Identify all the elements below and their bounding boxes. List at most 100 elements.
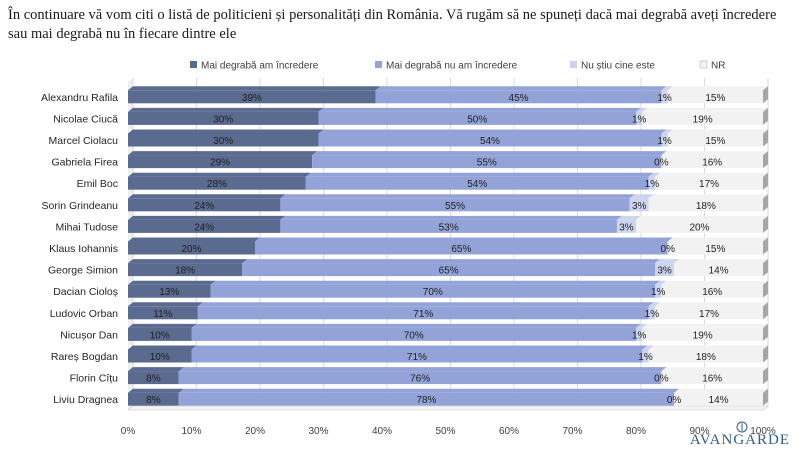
bar-segment — [661, 133, 668, 147]
bar-top — [636, 215, 768, 220]
bar-segment — [305, 176, 649, 190]
data-label: 30% — [213, 136, 233, 147]
data-label: 18% — [175, 266, 195, 277]
bar-top — [655, 302, 768, 307]
data-label: 53% — [439, 222, 459, 233]
data-label: 0% — [661, 244, 676, 255]
data-label: 78% — [416, 395, 436, 406]
data-label: 55% — [445, 201, 465, 212]
bar-segment — [636, 219, 763, 233]
bar-end-face — [763, 237, 768, 255]
brand-logo: AVANGARDE — [689, 421, 790, 449]
bar-segment — [667, 133, 763, 147]
bar-top — [667, 86, 768, 91]
brand-name: AVANGARDE — [689, 432, 790, 448]
bar-segment — [648, 306, 656, 320]
bar-segment — [674, 392, 763, 406]
data-label: 24% — [194, 201, 214, 212]
data-label: 1% — [651, 287, 666, 298]
bar-top — [128, 215, 286, 220]
data-label: 0% — [654, 158, 669, 169]
data-label: 8% — [146, 374, 161, 385]
data-label: 76% — [410, 374, 430, 385]
bar-segment — [642, 349, 649, 363]
data-label: 70% — [404, 330, 424, 341]
data-label: 54% — [480, 136, 500, 147]
bar-top — [128, 345, 197, 350]
bar-top — [616, 215, 641, 220]
legend-label: Nu știu cine este — [581, 61, 655, 72]
bar-top — [128, 107, 324, 112]
data-label: 19% — [693, 330, 713, 341]
x-tick-label: 100% — [750, 426, 776, 437]
category-label: Nicolae Ciucă — [53, 113, 118, 125]
bar-segment — [128, 392, 179, 406]
bar-segment — [661, 371, 763, 385]
data-label: 15% — [705, 93, 725, 104]
bar-top — [128, 194, 286, 199]
bar-top — [128, 302, 203, 307]
bar-top — [280, 215, 622, 220]
bar-segment — [128, 241, 255, 255]
bar-top — [674, 259, 768, 264]
data-label: 16% — [702, 287, 722, 298]
bar-top — [128, 151, 318, 156]
bar-segment — [210, 284, 656, 298]
bar-segment — [128, 306, 198, 320]
bar-segment — [318, 111, 636, 125]
data-label: 24% — [194, 222, 214, 233]
bar-segment — [636, 327, 643, 341]
bar-top — [128, 388, 184, 393]
x-tick-label: 60% — [499, 426, 519, 437]
data-label: 8% — [146, 395, 161, 406]
bar-top — [642, 107, 768, 112]
bar-top — [197, 302, 654, 307]
bar-top — [655, 172, 768, 177]
data-label: 1% — [657, 93, 672, 104]
category-label: Alexandru Rafila — [41, 92, 118, 104]
data-label: 17% — [699, 309, 719, 320]
bar-top — [661, 129, 673, 134]
bar-segment — [655, 263, 675, 277]
bar-top — [655, 280, 667, 285]
data-label: 14% — [709, 395, 729, 406]
bar-segment — [128, 327, 192, 341]
data-label: 65% — [439, 266, 459, 277]
bar-segment — [318, 133, 662, 147]
bar-segment — [648, 198, 763, 212]
bar-top — [128, 129, 324, 134]
bar-end-face — [763, 215, 768, 233]
x-tick-label: 0% — [121, 426, 136, 437]
category-label: Liviu Dragnea — [53, 394, 118, 406]
bar-end-face — [763, 345, 768, 363]
bar-top — [661, 86, 673, 91]
category-labels: Alexandru Rafila Nicolae Ciucă Marcel Ciol… — [41, 92, 118, 406]
data-label: 30% — [213, 114, 233, 125]
bar-top — [655, 259, 680, 264]
data-label: 10% — [150, 352, 170, 363]
legend-swatch — [375, 61, 382, 68]
bar-end-face — [763, 151, 768, 169]
data-label: 17% — [699, 179, 719, 190]
data-label: 50% — [467, 114, 487, 125]
data-label: 14% — [709, 266, 729, 277]
bar-segment — [128, 90, 376, 104]
data-label: 18% — [696, 201, 716, 212]
bar-segment — [128, 155, 313, 169]
bar-end-face — [763, 302, 768, 320]
data-label: 20% — [689, 222, 709, 233]
bar-top — [318, 129, 667, 134]
bar-segment — [128, 349, 192, 363]
bar-top — [318, 107, 641, 112]
bar-segment — [674, 263, 763, 277]
category-label: Nicușor Dan — [60, 329, 118, 341]
data-label: 0% — [667, 395, 682, 406]
data-label: 1% — [632, 330, 647, 341]
bar-end-face — [763, 323, 768, 341]
bar-segment — [312, 155, 662, 169]
bar-top — [642, 323, 768, 328]
bar-segment — [667, 241, 763, 255]
bar-segment — [128, 133, 319, 147]
bar-top — [128, 259, 248, 264]
bar-top — [242, 259, 661, 264]
